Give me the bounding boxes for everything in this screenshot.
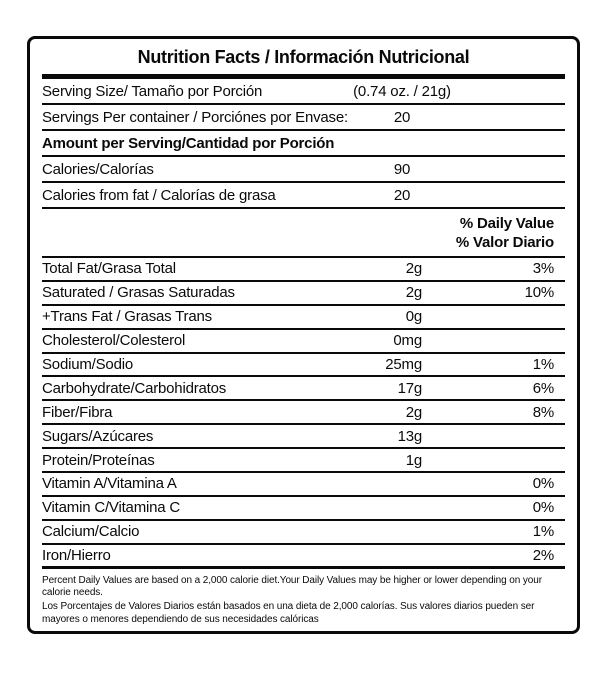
servings-per-container-value: 20: [393, 108, 411, 126]
nutrient-amount: 17g: [397, 379, 423, 397]
nutrient-row-sugars: Sugars/Azúcares 13g: [42, 425, 565, 450]
nutrient-row-trans-fat: +Trans Fat / Grasas Trans 0g: [42, 306, 565, 330]
serving-size-row: Serving Size/ Tamaño por Porción (0.74 o…: [42, 79, 565, 105]
nutrient-amount: 25mg: [385, 356, 422, 373]
nutrient-percent: 2%: [532, 546, 554, 564]
calories-label: Calories/Calorías: [42, 160, 154, 178]
nutrient-percent: 6%: [532, 379, 554, 397]
nutrient-row-calcium: Calcium/Calcio 1%: [42, 521, 565, 545]
nutrient-row-saturated-fat: Saturated / Grasas Saturadas 2g 10%: [42, 282, 565, 306]
nutrient-percent: 10%: [524, 284, 555, 302]
nutrient-label: +Trans Fat / Grasas Trans: [42, 308, 212, 326]
calories-row: Calories/Calorías 90: [42, 157, 565, 183]
calories-from-fat-label: Calories from fat / Calorías de grasa: [42, 186, 276, 204]
nutrient-amount: 0g: [405, 308, 422, 326]
daily-value-header: % Daily Value % Valor Diario: [42, 209, 565, 258]
nutrient-amount: 0mg: [393, 332, 422, 350]
nutrient-label: Cholesterol/Colesterol: [42, 332, 186, 350]
nutrient-label: Vitamin A/Vitamina A: [42, 475, 177, 493]
nutrient-percent: 1%: [532, 523, 554, 541]
servings-per-container-row: Servings Per container / Porciónes por E…: [42, 105, 565, 131]
footnote-english: Percent Daily Values are based on a 2,00…: [42, 574, 542, 599]
nutrient-row-iron: Iron/Hierro 2%: [42, 545, 565, 569]
serving-size-value: (0.74 oz. / 21g): [353, 82, 451, 100]
nutrient-row-protein: Protein/Proteínas 1g: [42, 449, 565, 474]
nutrient-amount: 13g: [397, 427, 423, 445]
nutrient-percent: 1%: [532, 356, 554, 373]
nutrient-row-vitamin-c: Vitamin C/Vitamina C 0%: [42, 497, 565, 521]
nutrient-amount: 2g: [405, 260, 422, 278]
nutrient-amount: 2g: [405, 403, 422, 421]
nutrient-label: Calcium/Calcio: [42, 523, 140, 541]
nutrient-label: Sodium/Sodio: [42, 356, 133, 373]
nutrient-percent: 3%: [532, 260, 554, 278]
nutrient-percent: 8%: [532, 403, 554, 421]
daily-value-header-es: % Valor Diario: [455, 234, 554, 251]
nutrient-row-total-fat: Total Fat/Grasa Total 2g 3%: [42, 258, 565, 282]
serving-size-label: Serving Size/ Tamaño por Porción: [42, 82, 263, 100]
nutrient-label: Carbohydrate/Carbohidratos: [42, 379, 227, 397]
calories-from-fat-value: 20: [393, 186, 411, 204]
amount-per-serving-row: Amount per Serving/Cantidad por Porción: [42, 131, 565, 157]
nutrient-amount: 1g: [405, 451, 422, 469]
footnote: Percent Daily Values are based on a 2,00…: [42, 569, 565, 627]
nutrient-label: Vitamin C/Vitamina C: [42, 499, 181, 517]
nutrient-percent: 0%: [532, 475, 554, 493]
nutrient-row-fiber: Fiber/Fibra 2g 8%: [42, 401, 565, 426]
nutrient-percent: 0%: [532, 499, 554, 517]
nutrient-row-sodium: Sodium/Sodio 25mg 1%: [42, 354, 565, 378]
nutrient-amount: 2g: [405, 284, 422, 302]
nutrient-label: Total Fat/Grasa Total: [42, 260, 176, 278]
nutrient-row-carbohydrate: Carbohydrate/Carbohidratos 17g 6%: [42, 377, 565, 402]
nutrient-label: Protein/Proteínas: [42, 451, 155, 469]
amount-per-serving-header: Amount per Serving/Cantidad por Porción: [42, 134, 335, 152]
header-thick-divider: [42, 74, 565, 79]
daily-value-header-en: % Daily Value: [459, 215, 554, 232]
nutrient-label: Iron/Hierro: [42, 546, 111, 564]
label-title: Nutrition Facts / Información Nutriciona…: [137, 47, 470, 67]
nutrient-label: Fiber/Fibra: [42, 403, 113, 421]
nutrient-label: Sugars/Azúcares: [42, 427, 154, 445]
nutrient-label: Saturated / Grasas Saturadas: [42, 284, 235, 302]
nutrient-row-vitamin-a: Vitamin A/Vitamina A 0%: [42, 473, 565, 497]
footnote-spanish: Los Porcentajes de Valores Diarios están…: [42, 601, 535, 625]
nutrition-facts-label: Nutrition Facts / Información Nutriciona…: [27, 36, 580, 634]
nutrient-row-cholesterol: Cholesterol/Colesterol 0mg: [42, 330, 565, 354]
servings-per-container-label: Servings Per container / Porciónes por E…: [42, 108, 348, 126]
calories-value: 90: [393, 160, 411, 178]
calories-from-fat-row: Calories from fat / Calorías de grasa 20: [42, 183, 565, 209]
